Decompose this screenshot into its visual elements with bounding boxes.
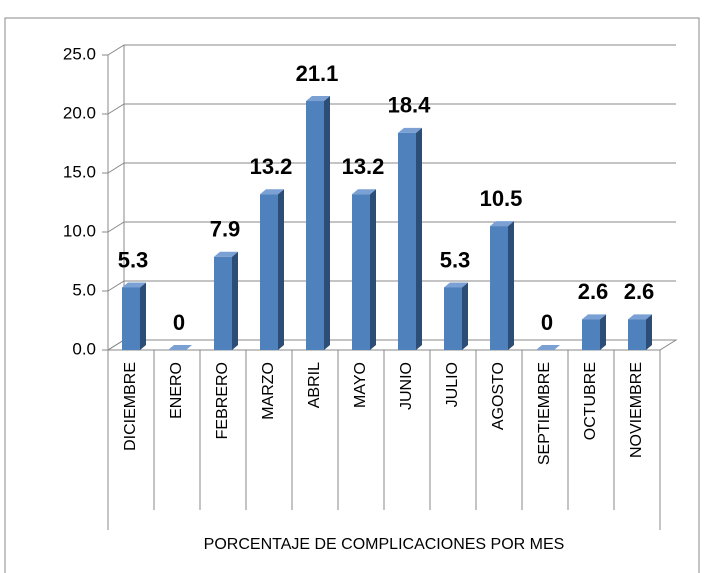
- grid-line: [107, 103, 676, 115]
- x-tick-label: SEPTIEMBRE: [536, 362, 553, 465]
- value-label: 13.2: [250, 154, 293, 179]
- bar-top: [490, 221, 514, 227]
- y-tick-label: 25.0: [63, 44, 96, 63]
- bar-side: [646, 314, 652, 350]
- value-label: 7.9: [210, 217, 241, 242]
- bar-side: [324, 96, 330, 351]
- bar-side: [140, 282, 146, 350]
- bar-side: [370, 189, 376, 350]
- bar: [122, 287, 140, 350]
- x-tick-label: ABRIL: [306, 362, 323, 408]
- bar-top: [628, 314, 652, 320]
- bar-side: [278, 189, 284, 350]
- bar: [628, 319, 646, 350]
- value-label: 18.4: [388, 93, 432, 118]
- x-tick-label: JUNIO: [398, 362, 415, 410]
- bar-side: [232, 251, 238, 350]
- bar-side: [462, 282, 468, 350]
- bar: [260, 194, 278, 350]
- bar: [398, 132, 416, 350]
- bar-side: [600, 314, 606, 350]
- bar-top: [168, 345, 192, 350]
- x-tick-label: ENERO: [168, 362, 185, 419]
- value-label: 21.1: [296, 61, 339, 86]
- bar-side: [508, 221, 514, 350]
- value-label: 2.6: [578, 279, 609, 304]
- grid-line: [107, 162, 676, 174]
- y-tick-label: 20.0: [63, 103, 96, 122]
- value-label: 5.3: [440, 247, 471, 272]
- x-tick-label: MAYO: [352, 362, 369, 408]
- bar: [352, 194, 370, 350]
- chart-border: [4, 17, 700, 573]
- x-tick-label: FEBRERO: [214, 362, 231, 439]
- bar-top: [214, 251, 238, 257]
- bar-top: [398, 127, 422, 133]
- bar-top: [352, 189, 376, 195]
- x-tick-label: MARZO: [260, 362, 277, 420]
- grid-line: [107, 221, 676, 233]
- y-tick-label: 10.0: [63, 221, 96, 240]
- bar: [306, 101, 324, 351]
- bar-top: [122, 282, 146, 288]
- x-axis-title: PORCENTAJE DE COMPLICACIONES POR MES: [204, 536, 565, 553]
- x-tick-label: DICIEMBRE: [122, 362, 139, 451]
- y-tick-label: 5.0: [72, 280, 96, 299]
- y-tick-label: 0.0: [72, 339, 96, 358]
- bar: [214, 256, 232, 350]
- bar: [444, 287, 462, 350]
- value-label: 0: [541, 310, 553, 335]
- value-label: 0: [173, 310, 185, 335]
- x-tick-label: NOVIEMBRE: [628, 362, 645, 458]
- x-tick-label: OCTUBRE: [582, 362, 599, 440]
- value-label: 13.2: [342, 154, 385, 179]
- value-label: 5.3: [118, 247, 149, 272]
- bar-top: [582, 314, 606, 320]
- x-tick-label: AGOSTO: [490, 362, 507, 430]
- grid-line: [107, 44, 676, 56]
- bar-top: [306, 96, 330, 102]
- bar-top: [260, 189, 284, 195]
- bar: [582, 319, 600, 350]
- bar-top: [536, 345, 560, 350]
- y-tick-label: 15.0: [63, 162, 96, 181]
- bar-top: [444, 282, 468, 288]
- bar-side: [416, 127, 422, 350]
- bar: [490, 226, 508, 350]
- value-label: 10.5: [480, 186, 523, 211]
- value-label: 2.6: [624, 279, 655, 304]
- x-tick-label: JULIO: [444, 362, 461, 407]
